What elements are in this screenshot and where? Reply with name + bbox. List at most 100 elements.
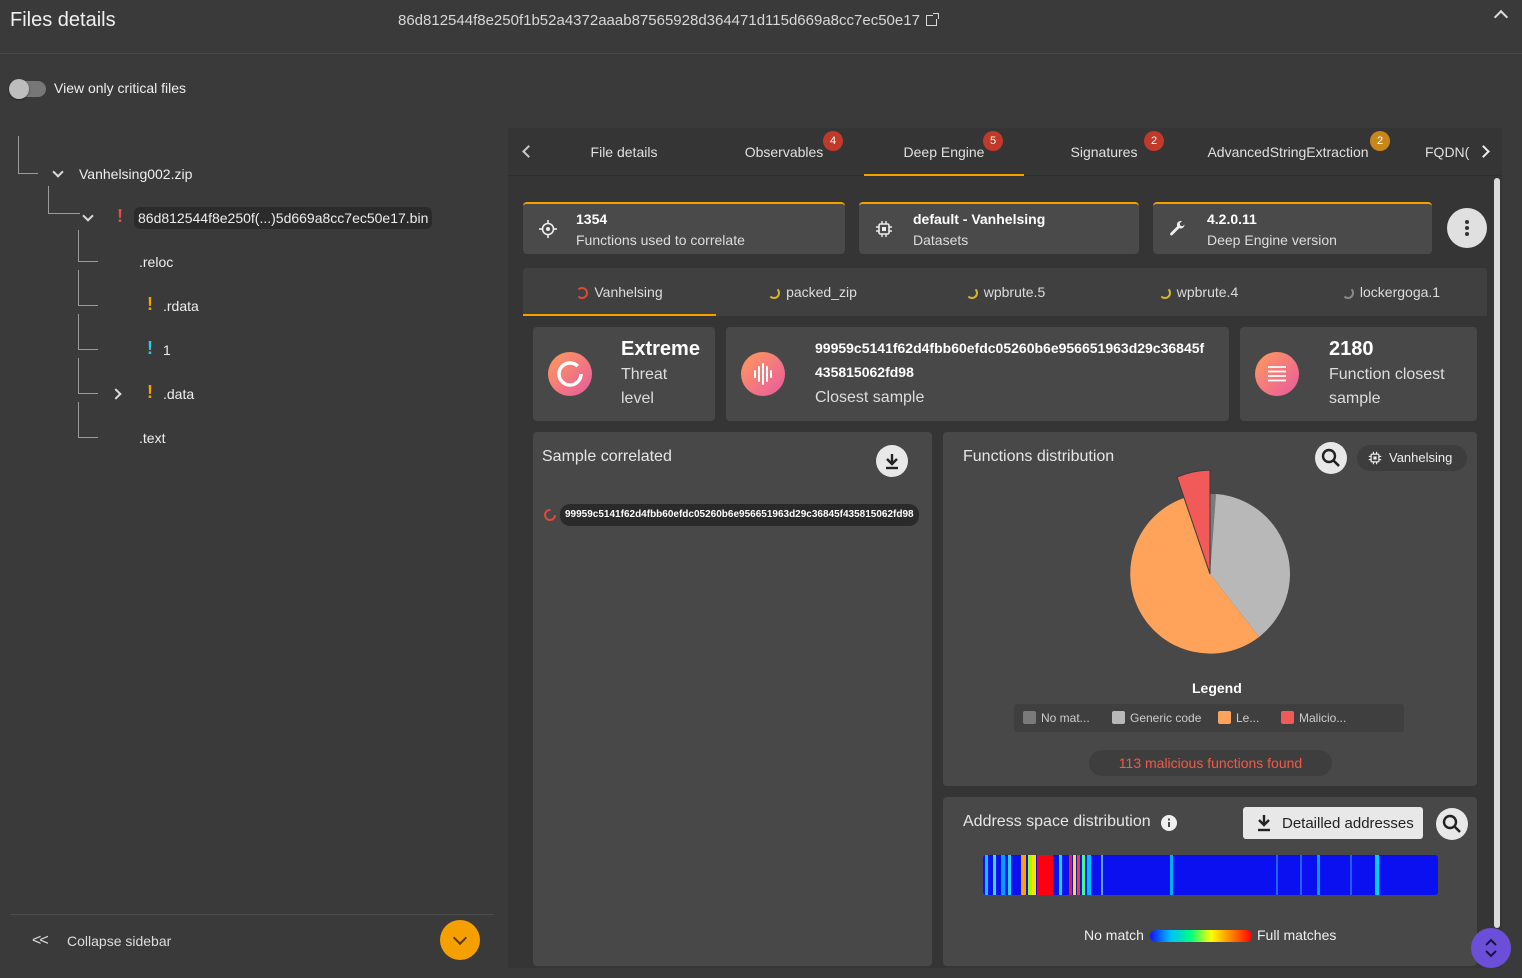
tree-node-file[interactable]: 86d812544f8e250f(...)5d669a8cc7ec50e17.b… xyxy=(134,207,433,229)
chevron-right-icon[interactable] xyxy=(110,388,122,400)
tabs-prev-icon[interactable] xyxy=(522,145,535,158)
tab-badge: 2 xyxy=(1144,131,1164,151)
heatmap-stripe xyxy=(993,855,996,895)
legend-item[interactable]: Malicio... xyxy=(1281,711,1346,725)
dataset-tab-label: lockergoga.1 xyxy=(1359,284,1441,300)
tab-badge: 2 xyxy=(1370,131,1390,151)
heatmap-stripe xyxy=(1059,855,1062,895)
chevron-down-icon[interactable] xyxy=(52,166,64,178)
datasets-value: default - Vanhelsing xyxy=(913,211,1046,227)
info-alert-icon: ! xyxy=(147,338,153,358)
function-label: sample xyxy=(1329,390,1381,407)
dataset-tab-wpbrute-5[interactable]: wpbrute.5 xyxy=(909,268,1102,316)
heatmap-stripe xyxy=(1276,855,1278,895)
dataset-tab-wpbrute-4[interactable]: wpbrute.4 xyxy=(1102,268,1295,316)
tab-label: FQDN( xyxy=(1425,144,1470,160)
tree-node-section[interactable]: 1 xyxy=(163,342,171,358)
version-label: Deep Engine version xyxy=(1207,232,1337,248)
pie-slice-malicious xyxy=(1176,469,1211,575)
function-count: 2180 xyxy=(1329,338,1374,360)
search-button[interactable] xyxy=(1315,442,1347,474)
match-scale-gradient xyxy=(1150,930,1252,942)
heatmap-stripe xyxy=(1021,855,1026,895)
scroll-toggle-fab[interactable] xyxy=(1471,928,1511,968)
function-label: Function closest xyxy=(1329,366,1445,383)
dataset-tab-vanhelsing[interactable]: Vanhelsing xyxy=(523,268,716,316)
info-icon[interactable] xyxy=(1160,814,1178,832)
progress-ring-icon xyxy=(1158,287,1171,299)
legend-swatch xyxy=(1112,711,1125,724)
legend-label: Le... xyxy=(1236,711,1260,725)
tab-signatures[interactable]: Signatures 2 xyxy=(1024,128,1184,176)
tab-observables[interactable]: Observables 4 xyxy=(704,128,864,176)
legend-item[interactable]: No mat... xyxy=(1023,711,1090,725)
tree-connector xyxy=(78,270,98,306)
dataset-tabs: Vanhelsing packed_zip wpbrute.5 wpbrute.… xyxy=(523,268,1487,316)
legend-swatch xyxy=(1281,711,1294,724)
functions-distribution-title: Functions distribution xyxy=(963,448,1115,465)
tab-deep-engine[interactable]: Deep Engine 5 xyxy=(864,128,1024,176)
heatmap-stripe xyxy=(1375,855,1379,895)
dataset-tab-label: wpbrute.4 xyxy=(1176,284,1239,300)
tree-connector xyxy=(78,358,98,394)
double-chevron-left-icon: << xyxy=(32,932,49,949)
collapse-sidebar-button[interactable]: << Collapse sidebar xyxy=(10,914,494,978)
closest-sample-label: Closest sample xyxy=(815,389,925,406)
dot xyxy=(1465,220,1469,224)
search-icon xyxy=(1321,448,1340,467)
tree-node-section[interactable]: .data xyxy=(163,386,195,402)
detailled-addresses-button[interactable]: Detailled addresses xyxy=(1243,807,1423,839)
address-search-button[interactable] xyxy=(1436,808,1468,840)
waveform-icon xyxy=(741,352,785,396)
threat-value: Extreme xyxy=(621,338,700,360)
dataset-tab-lockergoga-1[interactable]: lockergoga.1 xyxy=(1295,268,1487,316)
tab-label: File details xyxy=(590,144,658,160)
tree-node-section[interactable]: .reloc xyxy=(139,254,174,270)
tree-node-section[interactable]: .text xyxy=(139,430,166,446)
chevron-down-icon[interactable] xyxy=(82,210,94,222)
download-button[interactable] xyxy=(876,445,908,477)
scale-min-label: No match xyxy=(1084,927,1144,943)
file-hash: 86d812544f8e250f1b52a4372aaab87565928d36… xyxy=(398,12,920,29)
external-link-icon xyxy=(925,13,939,26)
more-options-button[interactable] xyxy=(1447,208,1487,248)
download-icon xyxy=(886,454,898,470)
heatmap-stripe xyxy=(1077,855,1080,895)
scroll-down-fab[interactable] xyxy=(440,920,480,960)
tree-connector xyxy=(78,402,98,438)
list-icon xyxy=(1255,352,1299,396)
file-hash-link[interactable]: 86d812544f8e250f1b52a4372aaab87565928d36… xyxy=(398,12,939,29)
tab-advanced-string-extraction[interactable]: AdvancedStringExtraction 2 xyxy=(1196,128,1390,176)
heatmap-stripe xyxy=(1087,855,1091,895)
address-space-title: Address space distribution xyxy=(963,813,1151,830)
dataset-tab-label: packed_zip xyxy=(786,284,857,300)
tabs-next-icon[interactable] xyxy=(1477,145,1490,158)
progress-ring-icon xyxy=(1341,287,1354,299)
tree-node-section[interactable]: .rdata xyxy=(163,298,199,314)
toggle-knob xyxy=(9,79,29,99)
address-space-heatmap xyxy=(983,855,1438,895)
page-title: Files details xyxy=(10,9,116,31)
tab-fqdn[interactable]: FQDN( xyxy=(1425,128,1475,176)
sample-correlated-panel: Sample correlated 99959c5141f62d4fbb60ef… xyxy=(533,432,932,966)
heatmap-stripe xyxy=(1037,855,1053,895)
tree-connector xyxy=(78,314,98,350)
critical-files-label: View only critical files xyxy=(54,80,187,96)
warning-icon: ! xyxy=(147,294,153,314)
tab-label: Observables xyxy=(744,144,824,160)
legend-item[interactable]: Generic code xyxy=(1112,711,1201,725)
dataset-filter-chip[interactable]: Vanhelsing xyxy=(1357,445,1467,471)
heatmap-stripe xyxy=(1069,855,1072,895)
tab-file-details[interactable]: File details xyxy=(560,128,688,176)
legend-item[interactable]: Le... xyxy=(1218,711,1259,725)
chevron-up-icon[interactable] xyxy=(1493,9,1509,25)
scale-max-label: Full matches xyxy=(1257,927,1337,943)
critical-files-toggle[interactable] xyxy=(9,79,46,99)
tab-label: Deep Engine xyxy=(903,144,985,160)
threat-level-card: Extreme Threat level xyxy=(533,327,715,421)
correlated-sample-chip[interactable]: 99959c5141f62d4fbb60efdc05260b6e95665196… xyxy=(560,504,919,526)
dataset-tab-packed-zip[interactable]: packed_zip xyxy=(716,268,909,316)
panel-scrollbar[interactable] xyxy=(1494,178,1500,928)
info-card-functions: 1354 Functions used to correlate xyxy=(523,202,845,254)
tree-node-root[interactable]: Vanhelsing002.zip xyxy=(79,166,193,182)
